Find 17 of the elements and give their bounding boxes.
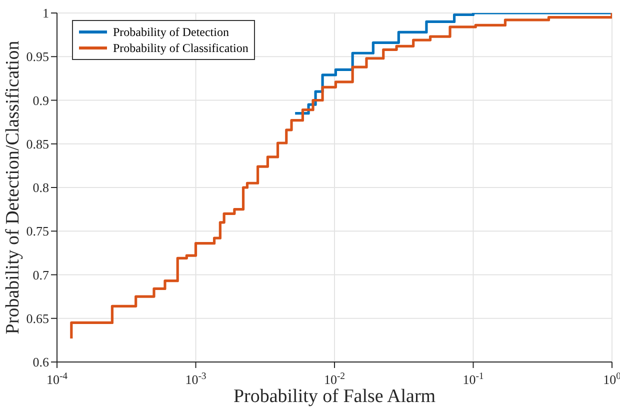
y-tick-label: 0.7 bbox=[32, 267, 50, 282]
y-axis-title: Probability of Detection/Classification bbox=[2, 40, 24, 334]
y-tick-label: 0.85 bbox=[26, 136, 49, 152]
x-axis-title: Probability of False Alarm bbox=[233, 386, 436, 407]
y-tick-label: 0.6 bbox=[32, 354, 50, 370]
x-tick-label: 10$^{-4}$ bbox=[46, 370, 68, 387]
y-tick-label: 0.95 bbox=[26, 49, 49, 64]
x-tick-label: 10$^{-2}$ bbox=[324, 370, 346, 387]
x-tick-label: 10$^{-1}$ bbox=[462, 370, 484, 387]
y-tick-label: 0.8 bbox=[32, 180, 49, 196]
y-tick-label: 0.75 bbox=[26, 224, 49, 239]
y-tick-label: 1 bbox=[42, 6, 49, 21]
legend-label: Probability of Detection bbox=[113, 24, 229, 40]
y-tick-label: 0.65 bbox=[26, 310, 49, 326]
y-tick-label: 0.9 bbox=[32, 92, 49, 108]
x-tick-label: 10$^{-3}$ bbox=[185, 370, 206, 387]
legend-label: Probability of Classification bbox=[113, 40, 248, 56]
